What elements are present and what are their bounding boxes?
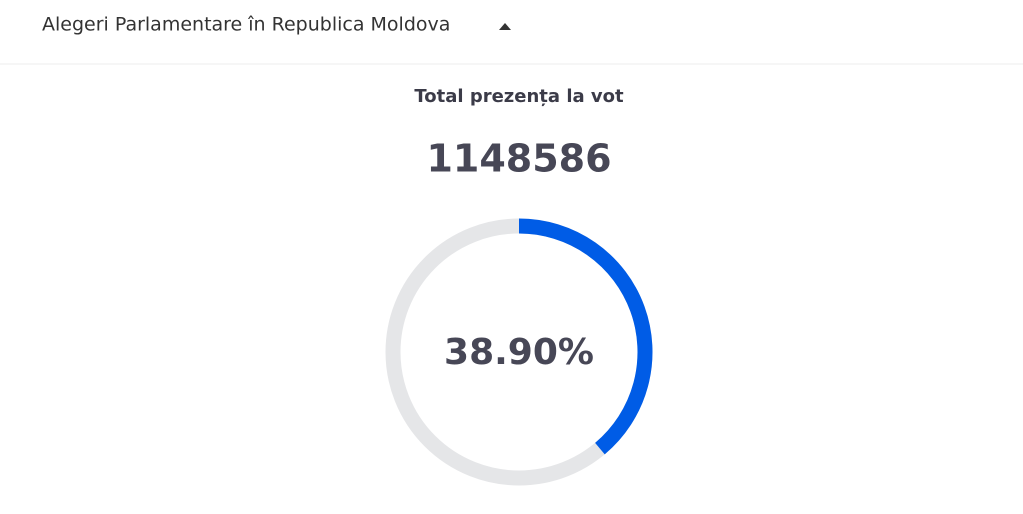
collapse-caret[interactable]: [499, 23, 511, 30]
header-title[interactable]: Alegeri Parlamentare în Republica Moldov…: [42, 14, 450, 36]
percent-label: 38.90%: [444, 332, 594, 373]
total-count: 1148586: [426, 137, 611, 181]
panel-title: Total prezența la vot: [414, 86, 624, 107]
gauge-arc: [518, 218, 653, 455]
